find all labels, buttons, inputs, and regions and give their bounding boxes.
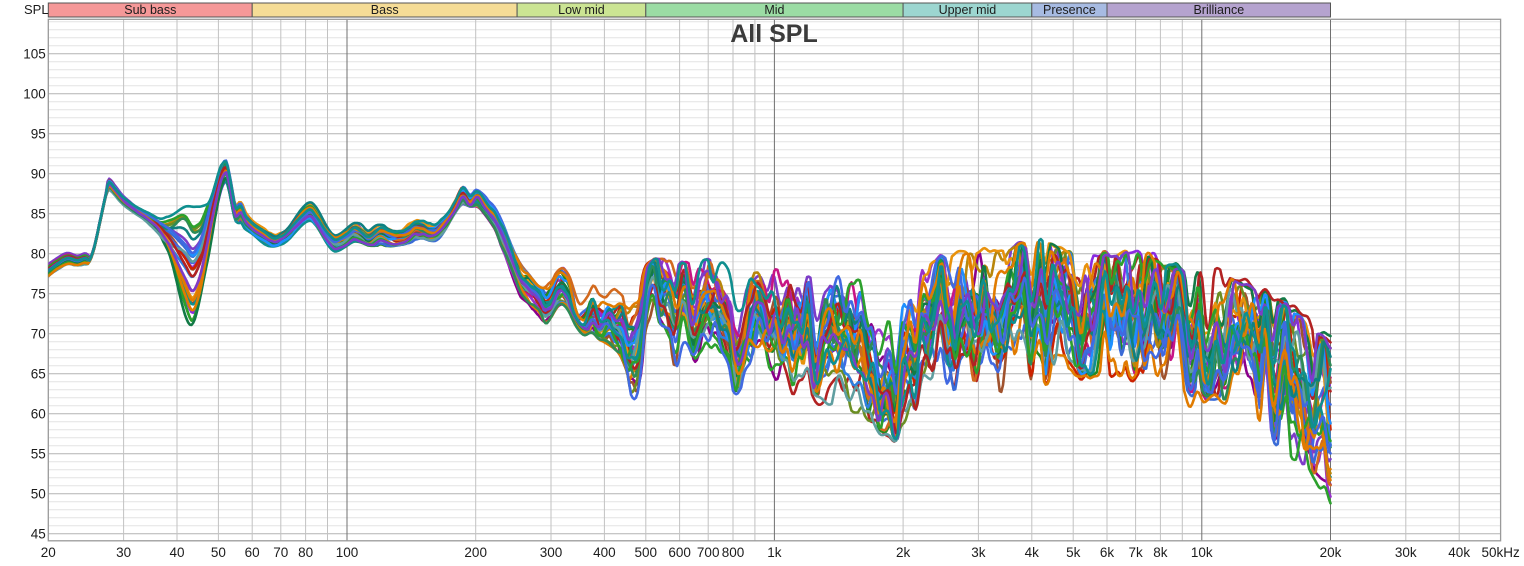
- svg-text:20k: 20k: [1320, 545, 1342, 560]
- svg-text:800: 800: [722, 545, 745, 560]
- svg-text:10k: 10k: [1191, 545, 1213, 560]
- svg-text:8k: 8k: [1153, 545, 1168, 560]
- svg-text:1k: 1k: [767, 545, 782, 560]
- svg-text:30: 30: [116, 545, 131, 560]
- svg-text:All SPL: All SPL: [730, 20, 818, 48]
- svg-text:4k: 4k: [1025, 545, 1040, 560]
- svg-text:Sub bass: Sub bass: [124, 3, 176, 17]
- svg-text:30k: 30k: [1395, 545, 1417, 560]
- svg-text:100: 100: [336, 545, 359, 560]
- svg-text:80: 80: [31, 247, 46, 262]
- svg-text:45: 45: [31, 527, 46, 542]
- svg-text:600: 600: [668, 545, 691, 560]
- svg-text:300: 300: [540, 545, 563, 560]
- svg-text:85: 85: [31, 207, 46, 222]
- svg-text:500: 500: [635, 545, 658, 560]
- svg-text:80: 80: [298, 545, 313, 560]
- svg-text:Upper mid: Upper mid: [939, 3, 997, 17]
- svg-text:55: 55: [31, 447, 46, 462]
- svg-text:90: 90: [31, 167, 46, 182]
- svg-text:95: 95: [31, 127, 46, 142]
- svg-text:100: 100: [23, 87, 46, 102]
- svg-text:50: 50: [211, 545, 226, 560]
- svg-text:70: 70: [273, 545, 288, 560]
- svg-text:105: 105: [23, 47, 46, 62]
- svg-text:50kHz: 50kHz: [1481, 545, 1520, 560]
- svg-text:40k: 40k: [1448, 545, 1470, 560]
- svg-text:3k: 3k: [971, 545, 986, 560]
- svg-text:6k: 6k: [1100, 545, 1115, 560]
- svg-text:Bass: Bass: [371, 3, 399, 17]
- svg-text:Low mid: Low mid: [558, 3, 605, 17]
- svg-text:70: 70: [31, 327, 46, 342]
- svg-text:700: 700: [697, 545, 720, 560]
- svg-text:75: 75: [31, 287, 46, 302]
- svg-text:400: 400: [593, 545, 616, 560]
- svg-text:7k: 7k: [1128, 545, 1143, 560]
- svg-text:SPL: SPL: [24, 2, 49, 17]
- svg-text:Brilliance: Brilliance: [1193, 3, 1244, 17]
- svg-text:60: 60: [31, 407, 46, 422]
- svg-text:200: 200: [464, 545, 487, 560]
- svg-text:2k: 2k: [896, 545, 911, 560]
- svg-text:50: 50: [31, 487, 46, 502]
- svg-text:60: 60: [245, 545, 260, 560]
- svg-text:20: 20: [41, 545, 56, 560]
- svg-text:Presence: Presence: [1043, 3, 1096, 17]
- svg-text:65: 65: [31, 367, 46, 382]
- svg-text:Mid: Mid: [764, 3, 784, 17]
- svg-text:5k: 5k: [1066, 545, 1081, 560]
- svg-text:40: 40: [169, 545, 184, 560]
